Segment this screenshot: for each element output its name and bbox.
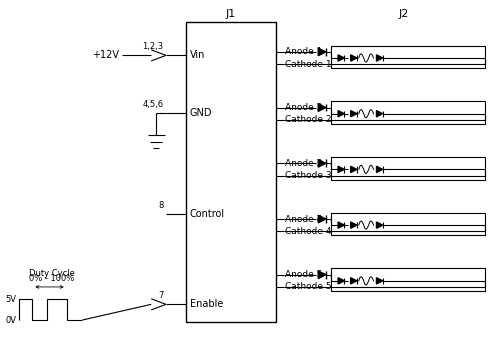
Polygon shape [376,111,383,117]
Polygon shape [338,222,344,228]
Text: +12V: +12V [92,50,119,60]
Text: Anode 4: Anode 4 [286,214,323,224]
Polygon shape [338,111,344,117]
Text: Cathode 3: Cathode 3 [286,171,332,180]
Text: Anode 1: Anode 1 [286,47,323,57]
Polygon shape [318,159,326,167]
Text: Control: Control [190,209,225,219]
Polygon shape [351,278,357,284]
Text: J2: J2 [399,8,410,19]
Polygon shape [351,222,357,228]
Polygon shape [338,55,344,61]
Polygon shape [376,166,383,173]
Text: Cathode 4: Cathode 4 [286,227,332,236]
Bar [330,46,485,68]
Polygon shape [318,215,326,223]
Polygon shape [318,104,326,111]
Text: 8: 8 [158,201,164,210]
Polygon shape [338,166,344,173]
Polygon shape [376,55,383,61]
Text: Anode 3: Anode 3 [286,159,323,168]
Text: 5V: 5V [5,294,16,304]
Text: Cathode 2: Cathode 2 [286,115,332,124]
Text: Duty Cycle: Duty Cycle [29,269,75,278]
Text: Anode 5: Anode 5 [286,270,323,279]
Text: J1: J1 [226,8,236,19]
Text: 7: 7 [158,291,164,300]
Text: Cathode 5: Cathode 5 [286,283,332,291]
Bar [330,269,485,291]
Text: Enable: Enable [190,299,223,309]
Polygon shape [338,278,344,284]
Polygon shape [318,48,326,56]
Bar [330,101,485,124]
Bar [186,22,277,322]
Text: Vin: Vin [190,50,205,60]
Polygon shape [376,278,383,284]
Text: Cathode 1: Cathode 1 [286,60,332,68]
Polygon shape [351,111,357,117]
Text: GND: GND [190,108,212,118]
Bar [330,157,485,180]
Polygon shape [351,55,357,61]
Text: 1,2,3: 1,2,3 [142,42,164,51]
Text: 0% - 100%: 0% - 100% [29,274,75,284]
Polygon shape [376,222,383,228]
Text: Anode 2: Anode 2 [286,103,323,112]
Bar [330,213,485,236]
Polygon shape [351,166,357,173]
Text: 0V: 0V [5,316,16,325]
Polygon shape [318,271,326,279]
Text: 4,5,6: 4,5,6 [142,100,164,108]
